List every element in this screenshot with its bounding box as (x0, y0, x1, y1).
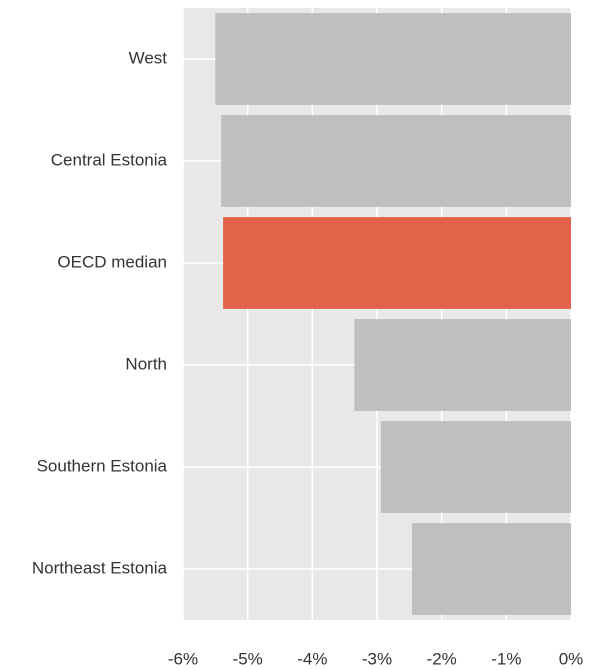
bar (380, 421, 571, 513)
bar (411, 523, 571, 615)
x-tick-label: -3% (362, 649, 392, 668)
bar (221, 115, 572, 207)
y-tick-label: Northeast Estonia (32, 558, 168, 577)
y-tick-label: Central Estonia (51, 150, 168, 169)
y-tick-label: North (125, 354, 167, 373)
y-tick-label: West (129, 48, 168, 67)
bar (354, 319, 571, 411)
x-tick-label: -2% (427, 649, 457, 668)
y-tick-label: OECD median (57, 252, 167, 271)
bar (223, 217, 572, 309)
bar (215, 13, 572, 105)
x-tick-label: -1% (491, 649, 521, 668)
x-tick-label: -5% (233, 649, 263, 668)
x-tick-label: -6% (168, 649, 198, 668)
y-tick-label: Southern Estonia (37, 456, 168, 475)
x-tick-label: -4% (297, 649, 327, 668)
x-tick-label: 0% (559, 649, 584, 668)
